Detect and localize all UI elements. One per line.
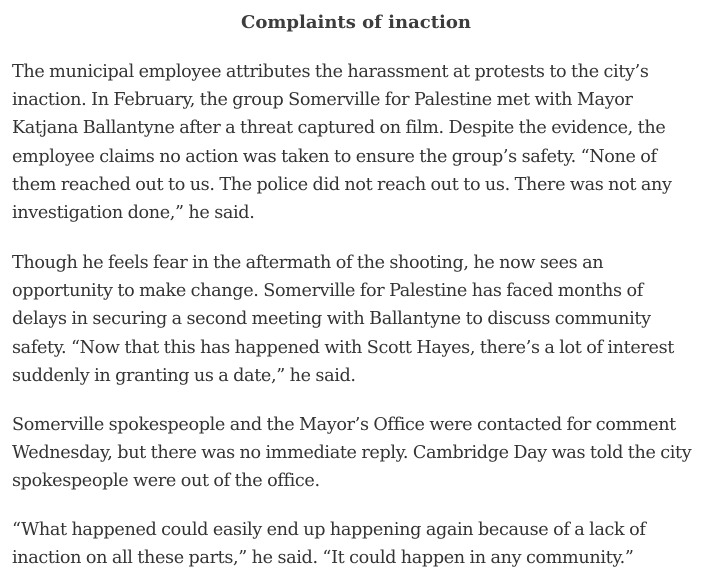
section-heading: Complaints of inaction bbox=[241, 12, 471, 33]
paragraph-2: Though he feels fear in the aftermath of… bbox=[12, 253, 674, 386]
paragraph-1: The municipal employee attributes the ha… bbox=[12, 62, 672, 224]
article-body: Complaints of inaction The municipal emp… bbox=[12, 0, 700, 568]
paragraph-3: Somerville spokespeople and the Mayor’s … bbox=[12, 415, 692, 492]
paragraph-4: “What happened could easily end up happe… bbox=[12, 520, 646, 569]
